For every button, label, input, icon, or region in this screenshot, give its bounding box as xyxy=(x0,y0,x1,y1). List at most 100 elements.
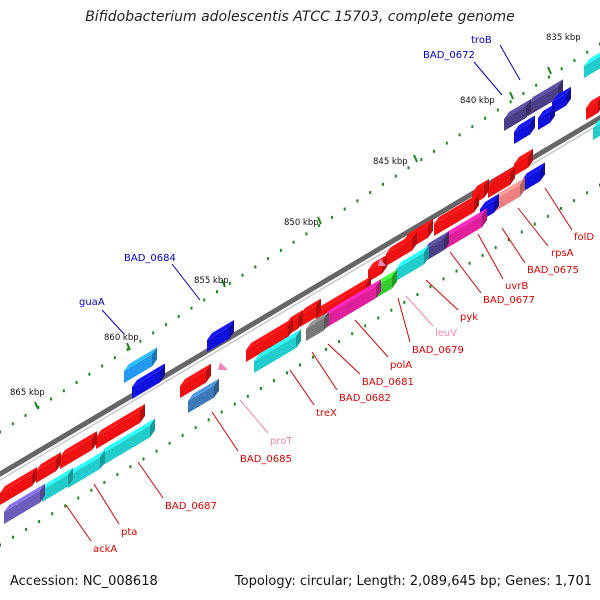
gene-block xyxy=(386,231,417,266)
gene-label-bad-0685[interactable]: BAD_0685 xyxy=(240,454,292,465)
tick-dot-inner xyxy=(77,496,80,500)
gene-label-bad-0679[interactable]: BAD_0679 xyxy=(412,345,464,356)
tick-dot-outer xyxy=(496,108,499,112)
gene-label-bad-0684[interactable]: BAD_0684 xyxy=(124,253,176,264)
tick-dot-outer xyxy=(228,281,231,285)
tick-dot-outer xyxy=(369,191,372,195)
tick-dot-outer xyxy=(216,290,219,294)
tick-dot-outer xyxy=(50,397,53,401)
tick-label: 835 kbp xyxy=(546,33,581,43)
gene-label-pta[interactable]: pta xyxy=(121,527,137,538)
tick-dot-inner xyxy=(12,535,15,539)
tick-dot-inner xyxy=(0,543,1,547)
gene-block xyxy=(442,208,487,251)
tick-dot-outer xyxy=(318,224,321,228)
tick-dot-outer xyxy=(75,380,78,384)
tick-dot-outer xyxy=(88,372,91,376)
gene-block xyxy=(488,165,515,198)
gene-label-uvrb[interactable]: uvrB xyxy=(505,281,528,292)
leader-line xyxy=(65,504,92,542)
leader-line xyxy=(499,44,521,81)
tick-label: 850 kbp xyxy=(284,218,319,228)
tick-dot-inner xyxy=(507,238,510,242)
leader-line xyxy=(211,411,239,452)
tick-dot-inner xyxy=(207,418,210,422)
tick-dot-inner xyxy=(233,402,236,406)
leader-line xyxy=(449,251,482,294)
gene-label-trob[interactable]: troB xyxy=(471,35,492,46)
gene-block xyxy=(124,347,157,383)
gene-label-bad-0677[interactable]: BAD_0677 xyxy=(483,295,535,306)
gene-label-bad-0682[interactable]: BAD_0682 xyxy=(339,393,391,404)
tick-dot-inner xyxy=(364,324,367,328)
tick-dot-outer xyxy=(152,331,155,335)
major-tick xyxy=(34,401,39,410)
gene-label-fold[interactable]: folD xyxy=(574,232,594,243)
major-tick xyxy=(413,154,418,163)
tick-label: 865 kbp xyxy=(10,388,45,398)
gene-label-bad-0675[interactable]: BAD_0675 xyxy=(527,265,579,276)
gene-label-leuv[interactable]: leuV xyxy=(435,328,457,339)
tick-dot-inner xyxy=(194,426,197,430)
gene-block xyxy=(0,467,37,505)
gene-label-bad-0672[interactable]: BAD_0672 xyxy=(423,50,475,61)
gene-label-trex[interactable]: treX xyxy=(316,408,337,419)
leader-line xyxy=(289,369,315,406)
tick-dot-inner xyxy=(259,386,262,390)
gene-block xyxy=(96,403,145,449)
leader-line xyxy=(311,351,338,391)
major-tick xyxy=(126,342,131,351)
gene-block xyxy=(36,452,61,483)
tick-dot-inner xyxy=(181,433,184,437)
tick-dot-outer xyxy=(471,125,474,129)
gene-label-bad-0687[interactable]: BAD_0687 xyxy=(165,501,217,512)
tick-dot-outer xyxy=(356,199,359,203)
gene-label-pola[interactable]: polA xyxy=(390,360,412,371)
gene-block xyxy=(514,148,533,176)
leader-line xyxy=(425,279,459,311)
gene-block xyxy=(68,450,105,488)
gene-label-guaa[interactable]: guaA xyxy=(79,297,105,308)
tick-dot-inner xyxy=(416,293,419,297)
tick-dot-outer xyxy=(11,422,14,426)
leader-line xyxy=(501,227,526,264)
tick-marks xyxy=(0,42,600,547)
leader-line xyxy=(473,61,503,96)
tick-dot-outer xyxy=(573,59,576,63)
leader-line xyxy=(405,295,434,327)
gene-block xyxy=(207,319,234,352)
gene-label-prot[interactable]: proT xyxy=(270,436,293,447)
gene-block xyxy=(306,311,329,341)
tick-dot-inner xyxy=(403,300,406,304)
leader-line xyxy=(101,309,125,335)
tick-dot-inner xyxy=(520,230,523,234)
tick-label: 840 kbp xyxy=(460,96,495,106)
gene-label-acka[interactable]: ackA xyxy=(93,544,117,555)
gene-block xyxy=(522,162,545,192)
map-title: Bifidobacterium adolescentis ATCC 15703,… xyxy=(85,9,515,25)
tick-dot-outer xyxy=(484,116,487,120)
gene-block xyxy=(4,483,45,524)
gene-block xyxy=(324,279,381,329)
major-tick xyxy=(547,66,552,75)
gene-features xyxy=(0,52,600,524)
tick-dot-outer xyxy=(420,158,423,162)
tick-dot-inner xyxy=(64,504,67,508)
tick-dot-inner xyxy=(429,285,432,289)
accession-text: Accession: NC_008618 xyxy=(10,574,158,589)
gene-label-bad-0681[interactable]: BAD_0681 xyxy=(362,377,414,388)
tick-dot-inner xyxy=(25,527,28,531)
gene-label-rpsa[interactable]: rpsA xyxy=(551,248,574,259)
rna-marker xyxy=(378,258,386,266)
gene-block xyxy=(42,467,73,502)
tick-dot-outer xyxy=(113,356,116,360)
gene-label-pyk[interactable]: pyk xyxy=(460,312,478,323)
tick-dot-inner xyxy=(533,222,536,226)
leader-line xyxy=(477,233,504,280)
tick-dot-inner xyxy=(220,410,223,414)
tick-dot-inner xyxy=(285,371,288,375)
gene-block xyxy=(504,98,531,131)
tick-dot-outer xyxy=(394,174,397,178)
gene-block xyxy=(494,177,525,212)
